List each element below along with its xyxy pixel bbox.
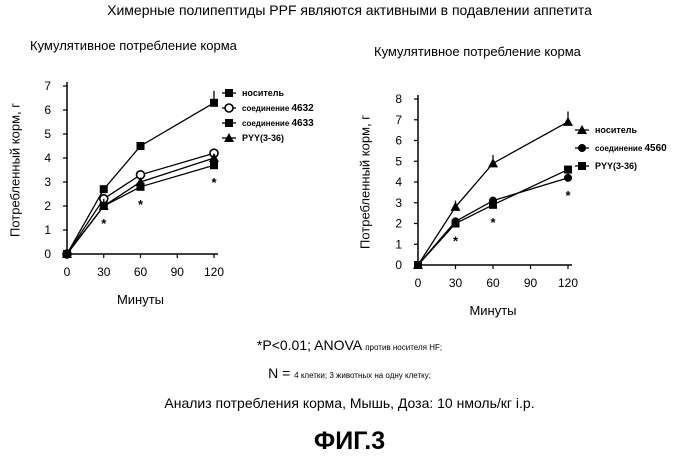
significance-main: *P<0.01; ANOVA (257, 337, 361, 353)
legend-label: PYY(3-36) (242, 133, 284, 143)
x-tick-label: 60 (486, 276, 500, 290)
analysis-note: Анализ потребления корма, Мышь, Доза: 10… (0, 395, 699, 411)
sample-size-detail: 4 клетки; 3 животных на одну клетку; (294, 371, 431, 380)
y-tick-label: 2 (44, 199, 51, 213)
y-tick-label: 4 (395, 175, 402, 189)
y-tick-label: 2 (395, 217, 402, 231)
chart-title: Кумулятивное потребление корма (374, 44, 582, 59)
significance-marker: * (211, 175, 217, 190)
x-axis-label: Минуты (117, 292, 164, 307)
significance-detail: против носителя HF; (365, 343, 442, 352)
legend-marker (578, 162, 586, 170)
x-tick-label: 120 (204, 265, 224, 279)
y-tick-label: 5 (395, 154, 402, 168)
sample-size-note: N = 4 клетки; 3 животных на одну клетку; (0, 365, 699, 381)
data-point (210, 161, 218, 169)
legend-marker (225, 89, 233, 97)
y-axis-label: Потребленный корм, г (357, 115, 372, 249)
chart-title: Кумулятивное потребление корма (30, 38, 238, 53)
y-tick-label: 3 (395, 196, 402, 210)
x-tick-label: 30 (97, 265, 111, 279)
y-tick-label: 7 (44, 79, 51, 93)
significance-marker: * (138, 197, 144, 212)
x-tick-label: 60 (134, 265, 148, 279)
significance-marker: * (490, 215, 496, 230)
y-axis-label: Потребленный корм, г (7, 103, 22, 237)
data-point (414, 261, 422, 269)
data-point (564, 166, 572, 174)
legend-label: соединение 4560 (595, 143, 667, 154)
sample-size-main: N = (268, 365, 290, 381)
legend-label: носитель (242, 88, 284, 98)
legend-label-number: 4632 (291, 103, 314, 114)
significance-marker: * (101, 216, 107, 231)
figure-label: ФИГ.3 (0, 427, 699, 456)
series-line (418, 122, 568, 265)
legend-marker (225, 119, 233, 127)
legend-marker (225, 104, 233, 112)
x-tick-label: 30 (449, 276, 463, 290)
legend-label-number: 4633 (291, 118, 314, 129)
y-tick-label: 4 (44, 151, 51, 165)
data-point (489, 201, 497, 209)
legend-label: носитель (595, 125, 637, 135)
data-point (210, 99, 218, 107)
y-tick-label: 3 (44, 175, 51, 189)
chart-left: Кумулятивное потребление корма Потребленн… (7, 38, 314, 307)
legend-label: PYY(3-36) (595, 161, 637, 171)
x-tick-label: 0 (415, 276, 422, 290)
significance-note: *P<0.01; ANOVA против носителя HF; (0, 337, 699, 353)
legend-label: соединение 4633 (242, 118, 314, 129)
legend-marker (578, 144, 586, 152)
y-tick-label: 7 (395, 113, 402, 127)
x-tick-label: 90 (171, 265, 185, 279)
x-tick-label: 120 (558, 276, 578, 290)
x-axis-label: Минуты (469, 303, 516, 318)
chart-right: Кумулятивное потребление корма Потребленн… (357, 44, 667, 318)
y-tick-label: 0 (44, 247, 51, 261)
data-point (564, 174, 572, 182)
x-tick-label: 0 (64, 265, 71, 279)
significance-marker: * (453, 234, 459, 249)
y-tick-label: 6 (44, 103, 51, 117)
legend-label-number: 4560 (644, 143, 667, 154)
x-tick-label: 90 (524, 276, 538, 290)
y-tick-label: 8 (395, 92, 402, 106)
y-tick-label: 0 (395, 258, 402, 272)
data-point (452, 220, 460, 228)
y-tick-label: 1 (44, 223, 51, 237)
significance-marker: * (565, 188, 571, 203)
data-point (563, 117, 573, 126)
legend-label: соединение 4632 (242, 103, 314, 114)
data-point (100, 185, 108, 193)
data-point (488, 158, 498, 167)
data-point (137, 142, 145, 150)
y-tick-label: 1 (395, 237, 402, 251)
y-tick-label: 5 (44, 127, 51, 141)
y-tick-label: 6 (395, 134, 402, 148)
